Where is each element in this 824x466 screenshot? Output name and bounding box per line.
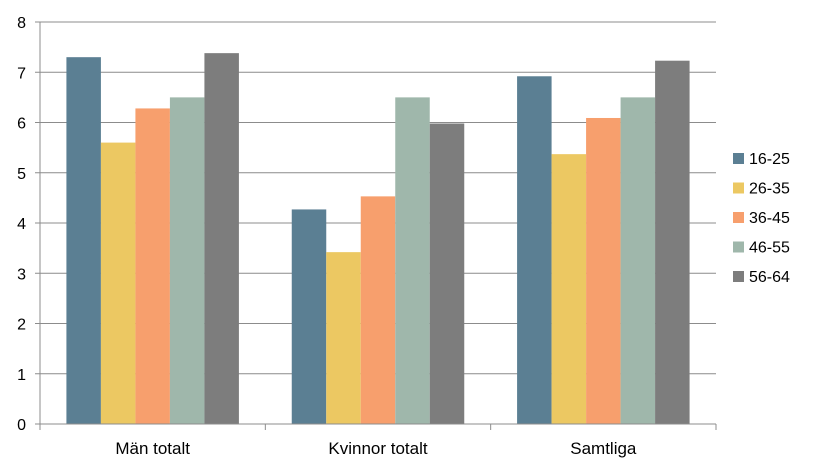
axes: 0 1 2 3 4 5 6 7 8 Män totalt Kvinnor totalt Samtlig… — [17, 15, 717, 458]
bar-56-64-2 — [655, 60, 690, 424]
x-category-label: Samtliga — [570, 439, 637, 458]
x-category-label: Kvinnor totalt — [328, 439, 427, 458]
legend-swatch-56-64 — [733, 271, 744, 282]
legend-label: 46-55 — [749, 240, 790, 257]
legend: 16-25 26-35 36-45 46-55 56-64 — [733, 151, 790, 286]
bar-16-25-2 — [517, 76, 552, 425]
y-tick-label: 7 — [17, 65, 26, 82]
bar-36-45-0 — [135, 108, 170, 425]
bars — [66, 53, 690, 425]
legend-label: 56-64 — [749, 269, 790, 286]
bar-26-35-1 — [326, 252, 361, 424]
bar-16-25-1 — [291, 209, 327, 424]
y-tick-label: 6 — [17, 116, 26, 133]
y-tick-label: 4 — [17, 216, 26, 233]
legend-swatch-46-55 — [733, 241, 744, 253]
bar-36-45-1 — [360, 196, 396, 424]
y-tick-label: 0 — [17, 417, 26, 434]
bar-36-45-2 — [586, 117, 621, 424]
y-tick-label: 8 — [17, 15, 26, 32]
bar-46-55-0 — [169, 97, 205, 424]
legend-swatch-36-45 — [733, 212, 744, 223]
bar-26-35-0 — [100, 142, 136, 424]
legend-label: 26-35 — [749, 181, 790, 198]
x-category-label: Män totalt — [115, 439, 190, 458]
bar-56-64-1 — [429, 123, 465, 424]
y-tick-label: 1 — [17, 367, 26, 384]
legend-swatch-26-35 — [733, 182, 744, 194]
y-tick-label: 3 — [17, 266, 26, 283]
y-tick-label: 5 — [17, 166, 26, 183]
legend-label: 16-25 — [749, 151, 790, 168]
y-tick-label: 2 — [17, 317, 26, 334]
bar-26-35-2 — [551, 154, 587, 424]
bar-46-55-2 — [620, 97, 656, 424]
bar-46-55-1 — [395, 97, 430, 424]
bar-16-25-0 — [66, 57, 101, 425]
legend-swatch-16-25 — [733, 153, 744, 164]
bar-56-64-0 — [204, 53, 239, 424]
legend-label: 36-45 — [749, 210, 790, 227]
